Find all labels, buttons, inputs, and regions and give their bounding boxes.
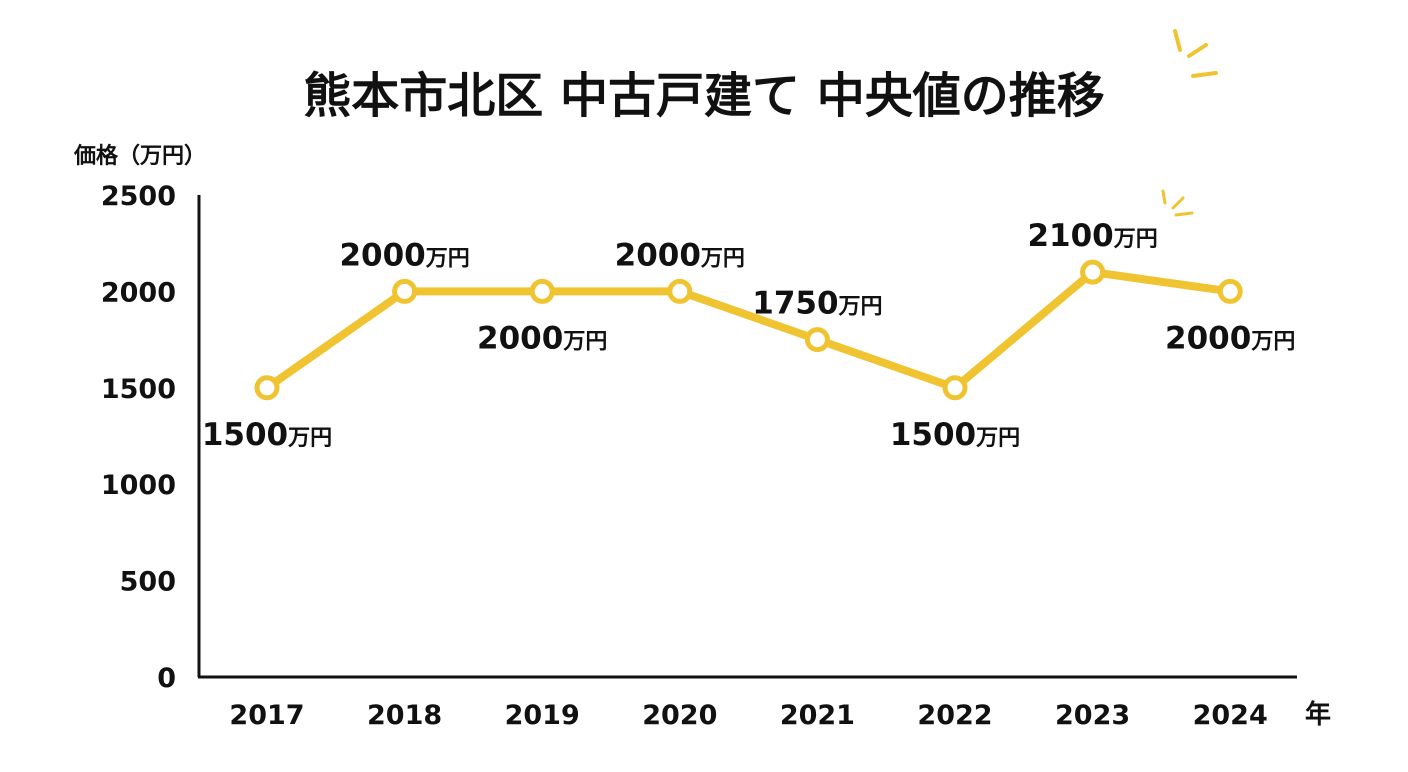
data-point-marker xyxy=(254,375,280,401)
y-tick-label: 500 xyxy=(120,567,176,598)
data-label: 1500万円 xyxy=(202,417,332,453)
data-label-unit: 万円 xyxy=(287,426,332,451)
data-point-marker xyxy=(529,278,555,304)
data-label-value: 2000 xyxy=(615,237,701,273)
x-tick-label: 2023 xyxy=(1055,700,1130,731)
y-tick-label: 0 xyxy=(157,663,176,694)
data-point-marker xyxy=(667,278,693,304)
data-label: 2000万円 xyxy=(477,320,607,356)
data-label-unit: 万円 xyxy=(838,295,883,320)
x-tick-labels: 2017 2018 2019 2020 2021 2022 2023 2024 xyxy=(229,700,1267,731)
data-label-value: 1750 xyxy=(752,286,838,322)
y-tick-label: 2000 xyxy=(101,277,176,308)
data-label: 2000万円 xyxy=(615,237,745,273)
x-tick-label: 2021 xyxy=(780,700,855,731)
sparkle-icon xyxy=(1173,29,1218,78)
sparkle-icon-small xyxy=(1161,189,1194,217)
data-label: 1750万円 xyxy=(752,286,882,322)
x-tick-label: 2018 xyxy=(367,700,442,731)
data-labels: 1500万円2000万円2000万円2000万円1750万円1500万円2100… xyxy=(202,218,1295,453)
data-label: 2000万円 xyxy=(1165,320,1295,356)
data-label-unit: 万円 xyxy=(975,426,1020,451)
data-label-value: 2000 xyxy=(477,320,563,356)
data-label-unit: 万円 xyxy=(1113,227,1158,252)
x-tick-label: 2019 xyxy=(505,700,580,731)
series-line-group xyxy=(263,268,1235,392)
x-tick-label: 2024 xyxy=(1193,700,1268,731)
data-label-value: 2000 xyxy=(339,237,425,273)
y-axis-title: 価格（万円） xyxy=(73,143,206,169)
data-label-value: 1500 xyxy=(202,417,288,453)
data-point-marker xyxy=(1080,259,1106,285)
data-label-unit: 万円 xyxy=(1250,329,1295,354)
y-tick-label: 1500 xyxy=(101,374,176,405)
y-tick-label: 2500 xyxy=(101,181,176,212)
x-axis-title: 年 xyxy=(1305,699,1331,730)
x-tick-label: 2020 xyxy=(642,700,717,731)
data-label-value: 2000 xyxy=(1165,320,1251,356)
data-point-marker xyxy=(942,375,968,401)
y-tick-labels: 0 500 1000 1500 2000 2500 xyxy=(101,181,176,694)
data-label: 1500万円 xyxy=(890,417,1020,453)
chart-title: 熊本市北区 中古戸建て 中央値の推移 xyxy=(303,68,1104,124)
data-label-value: 2100 xyxy=(1027,218,1113,254)
data-markers xyxy=(254,259,1243,401)
data-label-unit: 万円 xyxy=(700,246,745,271)
data-label-unit: 万円 xyxy=(425,246,470,271)
series-line xyxy=(263,268,1235,392)
data-label-value: 1500 xyxy=(890,417,976,453)
data-label: 2100万円 xyxy=(1027,218,1157,254)
data-point-marker xyxy=(1217,278,1243,304)
y-tick-label: 1000 xyxy=(101,470,176,501)
data-label: 2000万円 xyxy=(339,237,469,273)
data-point-marker xyxy=(392,278,418,304)
x-tick-label: 2022 xyxy=(917,700,992,731)
data-point-marker xyxy=(804,327,830,353)
data-label-unit: 万円 xyxy=(562,329,607,354)
x-tick-label: 2017 xyxy=(229,700,304,731)
